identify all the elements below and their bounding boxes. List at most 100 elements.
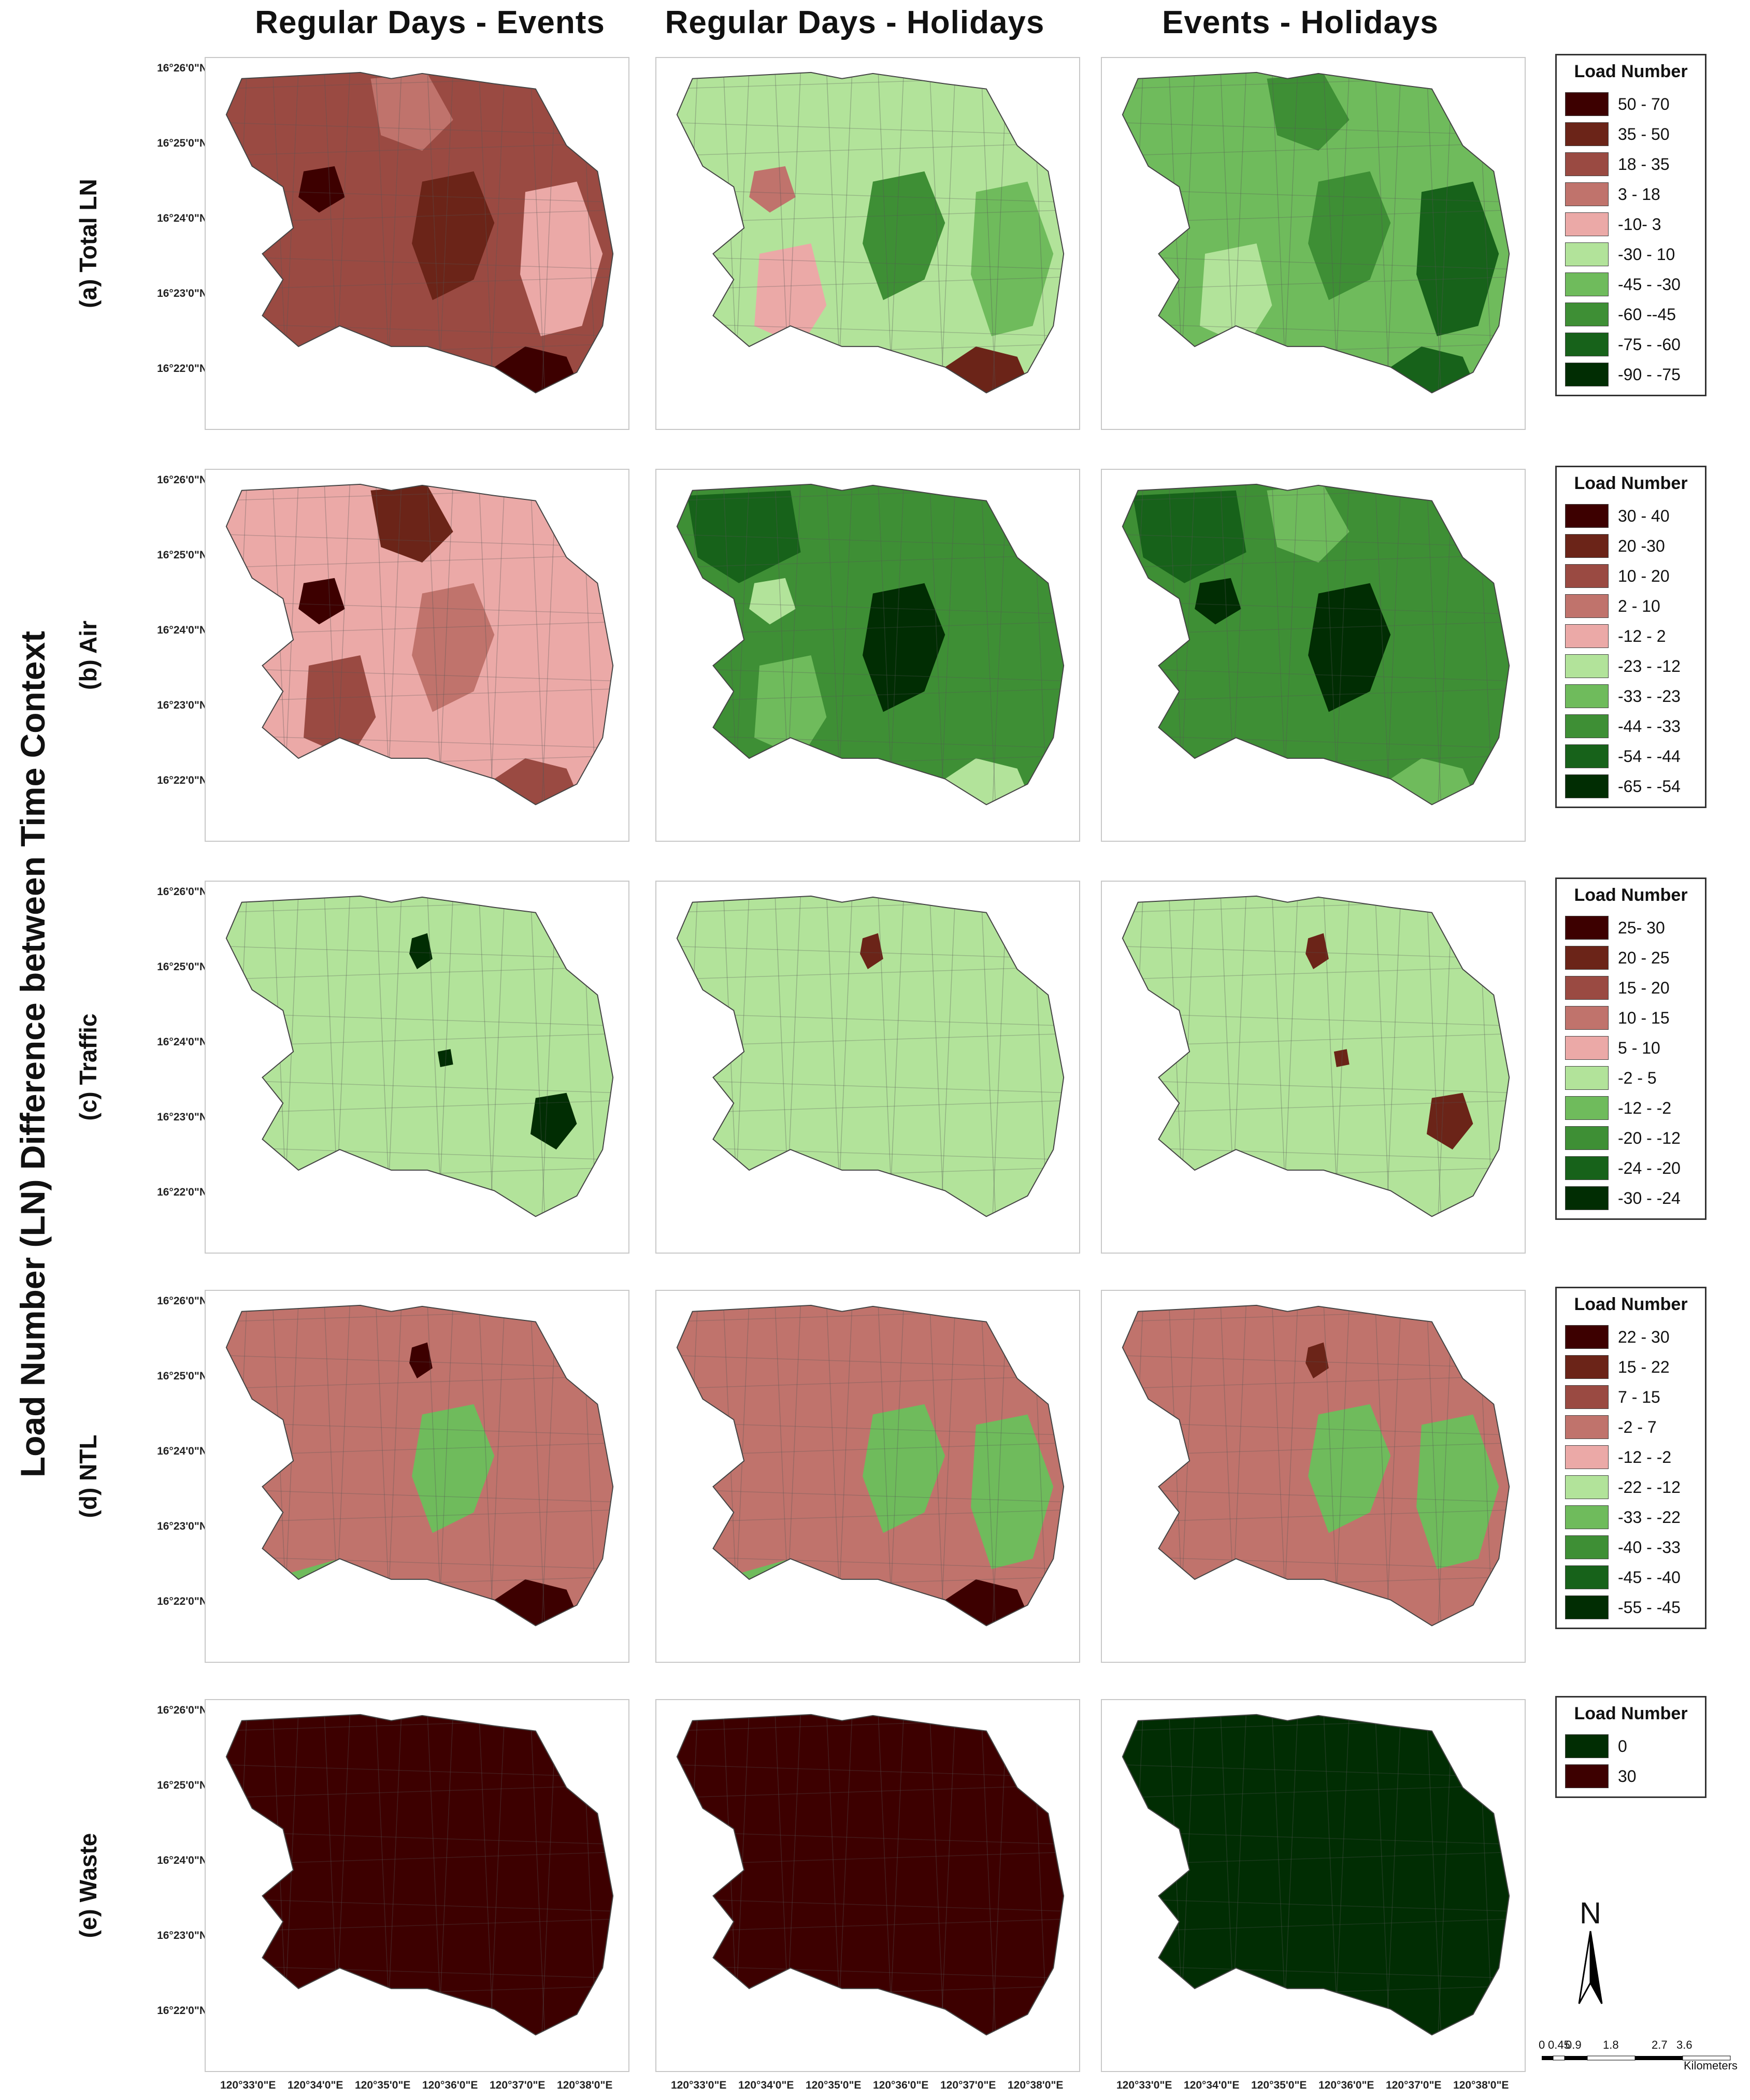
map-patch-west: [298, 578, 345, 625]
legend-swatch: [1565, 1006, 1609, 1030]
legend-item: 10 - 15: [1557, 1003, 1705, 1033]
legend-label: 0: [1618, 1736, 1627, 1756]
map-patch-west: [749, 166, 796, 213]
legend-item: 0: [1557, 1731, 1705, 1761]
legend-swatch: [1565, 303, 1609, 326]
lat-tick: 16°25'0"N: [157, 961, 207, 973]
scale-tick-3: 1.8: [1603, 2038, 1619, 2051]
legend-label: -55 - -45: [1618, 1598, 1681, 1617]
legend-swatch: [1565, 1445, 1609, 1469]
map-patch-blob-east: [1426, 1092, 1473, 1150]
map-patch-se: [1390, 346, 1479, 393]
legend-item: -90 - -75: [1557, 359, 1705, 390]
legend-item: -33 - -23: [1557, 681, 1705, 711]
map-patch-center: [412, 1404, 495, 1533]
lat-tick: 16°26'0"N: [157, 886, 207, 898]
scale-tick-1: 0.45: [1548, 2038, 1570, 2051]
legend-row-3: Load Number 25- 30 20 - 25 15 - 20 10 - 15 5 …: [1555, 878, 1706, 1220]
map-patch-sw: [1200, 243, 1272, 347]
map-patch-center: [412, 171, 495, 300]
legend-item: -75 - -60: [1557, 329, 1705, 359]
legend-swatch: [1565, 654, 1609, 678]
legend-label: -10- 3: [1618, 214, 1661, 234]
lat-tick: 16°24'0"N: [157, 1036, 207, 1048]
legend-label: 25- 30: [1618, 918, 1665, 937]
legend-item: -20 - -12: [1557, 1123, 1705, 1153]
legend-item: 20 - 25: [1557, 943, 1705, 973]
legend-label: 10 - 20: [1618, 566, 1670, 585]
legend-label: -30 - 10: [1618, 244, 1675, 264]
legend-label: -24 - -20: [1618, 1158, 1681, 1177]
legend-item: 20 -30: [1557, 531, 1705, 561]
legend-item: -40 - -33: [1557, 1532, 1705, 1562]
lat-tick: 16°26'0"N: [157, 62, 207, 74]
legend-label: 20 - 25: [1618, 948, 1670, 967]
lat-tick: 16°24'0"N: [157, 624, 207, 636]
legend-swatch: [1565, 92, 1609, 116]
lat-tick: 16°22'0"N: [157, 774, 207, 786]
lat-tick: 16°23'0"N: [157, 287, 207, 299]
map-panel-2-2: [655, 469, 1080, 842]
legend-label: 18 - 35: [1618, 154, 1670, 174]
legend-item: -23 - -12: [1557, 651, 1705, 681]
lat-tick: 16°24'0"N: [157, 212, 207, 224]
map-panel-2-3: [1101, 469, 1526, 842]
lat-tick: 16°26'0"N: [157, 1704, 207, 1716]
legend-swatch: [1565, 774, 1609, 798]
legend-label: -12 - -2: [1618, 1098, 1672, 1117]
lon-tick: 120°38'0"E: [557, 2079, 613, 2091]
lat-tick: 16°25'0"N: [157, 1370, 207, 1382]
legend-item: -65 - -54: [1557, 771, 1705, 801]
legend-item: -44 - -33: [1557, 711, 1705, 741]
scale-unit: Kilometers: [1684, 2059, 1738, 2072]
legend-swatch: [1565, 1385, 1609, 1409]
legend-label: -2 - 7: [1618, 1417, 1657, 1436]
map-patch-east: [520, 181, 603, 336]
map-patch-center: [863, 171, 945, 300]
lon-tick: 120°38'0"E: [1453, 2079, 1509, 2091]
legend-label: -45 - -30: [1618, 275, 1681, 294]
legend-item: 30: [1557, 1761, 1705, 1791]
map-patch-blob-east: [530, 1092, 577, 1150]
legend-swatch: [1565, 1036, 1609, 1060]
legend-swatch: [1565, 564, 1609, 588]
legend-item: -54 - -44: [1557, 741, 1705, 771]
map-panel-1-2: [655, 57, 1080, 430]
lat-tick: 16°22'0"N: [157, 2005, 207, 2017]
lon-tick: 120°33'0"E: [220, 2079, 276, 2091]
column-title-2: Regular Days - Holidays: [665, 5, 1045, 40]
legend-label: -33 - -22: [1618, 1507, 1681, 1527]
legend-label: 22 - 30: [1618, 1327, 1670, 1346]
legend-label: -40 - -33: [1618, 1537, 1681, 1557]
map-patch-se: [494, 1579, 582, 1626]
legend-item: -12 - 2: [1557, 621, 1705, 651]
legend-label: -12 - 2: [1618, 626, 1666, 645]
legend-swatch: [1565, 504, 1609, 528]
map-patch-sw: [304, 655, 376, 758]
map-patch-dot-north: [860, 933, 883, 970]
legend-swatch: [1565, 594, 1609, 618]
legend-label: 5 - 10: [1618, 1038, 1660, 1057]
legend-title: Load Number: [1574, 62, 1688, 81]
lon-tick: 120°37'0"E: [490, 2079, 546, 2091]
lat-tick: 16°22'0"N: [157, 363, 207, 375]
map-patch-west: [298, 166, 345, 213]
legend-item: -30 - -24: [1557, 1183, 1705, 1213]
legend-label: 20 -30: [1618, 536, 1665, 555]
lon-tick: 120°36'0"E: [873, 2079, 929, 2091]
legend-swatch: [1565, 212, 1609, 236]
map-base-region: [226, 896, 613, 1217]
map-patch-center: [863, 583, 945, 712]
map-patch-west: [1195, 578, 1241, 625]
map-patch-east: [971, 1414, 1054, 1569]
legend-label: 35 - 50: [1618, 124, 1670, 143]
legend-swatch: [1565, 916, 1609, 940]
legend-item: 2 - 10: [1557, 591, 1705, 621]
lat-tick: 16°26'0"N: [157, 1295, 207, 1307]
map-patch-se: [945, 758, 1033, 805]
map-patch-center: [1308, 1404, 1391, 1533]
map-patch-center: [412, 583, 495, 712]
legend-title: Load Number: [1574, 1294, 1688, 1314]
legend-swatch: [1565, 122, 1609, 146]
scale-tick-5: 3.6: [1676, 2038, 1692, 2051]
